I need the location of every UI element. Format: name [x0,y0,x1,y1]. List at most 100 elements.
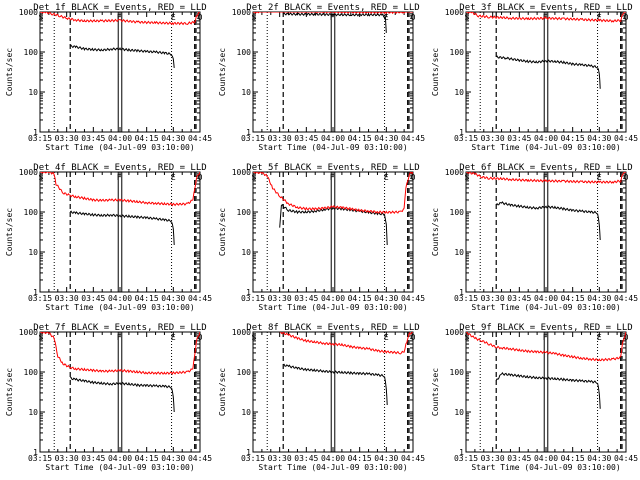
y-tick-label: 100 [450,208,465,217]
y-tick-label: 100 [237,48,252,57]
marker-e: E [171,333,176,342]
x-tick-label: 03:30 [481,134,505,143]
x-tick-label: 04:15 [135,454,159,463]
plot-frame [465,331,627,453]
time-markers [53,172,197,292]
y-axis-label: Counts/sec [5,208,14,256]
x-axis: 03:15 03:30 03:45 04:00 04:15 04:30 04:45 [241,332,425,463]
time-markers [479,172,623,292]
y-tick-label: 100 [24,48,39,57]
marker-o: O [624,333,629,342]
chart-title: Det 1f BLACK = Events, RED = LLD [33,3,206,13]
x-axis-label: Start Time (04-Jul-09 03:10:00) [471,303,620,312]
x-axis: 03:15 03:30 03:45 04:00 04:15 04:30 04:45 [454,172,638,303]
events-series-line [283,363,388,406]
series-group [253,12,413,33]
y-tick-label: 10 [28,408,38,417]
x-axis-label: Start Time (04-Jul-09 03:10:00) [471,463,620,472]
x-tick-label: 03:30 [268,134,292,143]
chart-title: Det 7f BLACK = Events, RED = LLD [33,323,206,333]
x-tick-label: 04:30 [161,134,185,143]
x-tick-label: 04:00 [321,134,345,143]
x-axis-label: Start Time (04-Jul-09 03:10:00) [45,303,194,312]
series-group [466,332,626,409]
x-tick-label: 03:15 [241,454,265,463]
lld-series-line [466,172,626,184]
x-tick-label: 04:00 [534,134,558,143]
y-axis-label: Counts/sec [218,48,227,96]
x-tick-label: 04:30 [374,134,398,143]
y-axis: 1 10 100 1000 [19,168,200,297]
marker-e: E [597,13,602,22]
x-tick-label: 03:15 [241,294,265,303]
x-tick-label: 04:00 [108,454,132,463]
x-tick-label: 04:45 [188,294,212,303]
x-tick-label: 03:15 [28,454,52,463]
x-tick-label: 04:30 [374,454,398,463]
series-group [253,172,413,246]
marker-s: S [251,333,256,342]
x-tick-label: 03:30 [268,294,292,303]
y-tick-label: 1000 [445,8,464,17]
x-tick-label: 03:45 [81,294,105,303]
chart-panel-5: Det 5f BLACK = Events, RED = LLD 1 10 100 10… [218,163,425,312]
x-axis: 03:15 03:30 03:45 04:00 04:15 04:30 04:45 [241,12,425,143]
events-series-line [495,372,601,409]
x-tick-label: 04:45 [401,454,425,463]
time-markers [266,172,410,292]
x-axis-label: Start Time (04-Jul-09 03:10:00) [45,143,194,152]
x-tick-label: 04:45 [614,294,638,303]
x-tick-label: 03:30 [481,294,505,303]
lld-series-line [466,332,626,362]
y-tick-label: 1000 [232,328,251,337]
lld-series-line [466,12,626,23]
plot-frame [39,171,201,293]
chart-title: Det 9f BLACK = Events, RED = LLD [459,323,632,333]
x-tick-label: 03:45 [507,294,531,303]
chart-title: Det 3f BLACK = Events, RED = LLD [459,3,632,13]
events-series-line [70,376,175,413]
marker-e: E [597,173,602,182]
x-tick-label: 03:45 [81,454,105,463]
time-markers [266,332,410,452]
y-tick-label: 1000 [19,168,38,177]
x-tick-label: 04:00 [108,294,132,303]
y-tick-label: 1 [459,448,464,457]
y-tick-label: 100 [237,208,252,217]
y-tick-label: 10 [454,88,464,97]
marker-e: E [171,173,176,182]
x-axis: 03:15 03:30 03:45 04:00 04:15 04:30 04:45 [454,332,638,463]
chart-title: Det 4f BLACK = Events, RED = LLD [33,163,206,173]
marker-f: F [330,13,335,22]
plot-frame [39,11,201,133]
chart-panel-8: Det 8f BLACK = Events, RED = LLD 1 10 100 10… [218,323,425,472]
marker-f: F [117,13,122,22]
x-tick-label: 03:30 [55,134,79,143]
series-group [40,12,200,68]
marker-s: S [38,13,43,22]
x-tick-label: 04:45 [188,134,212,143]
marker-e: E [384,333,389,342]
events-series-line [69,210,175,246]
y-tick-label: 1 [33,288,38,297]
series-group [466,12,626,89]
y-tick-label: 1 [246,288,251,297]
x-tick-label: 04:00 [534,454,558,463]
series-group [466,172,626,241]
y-tick-label: 10 [454,248,464,257]
events-series-line [495,201,601,241]
x-tick-label: 03:45 [507,454,531,463]
y-tick-label: 100 [24,368,39,377]
x-axis-label: Start Time (04-Jul-09 03:10:00) [258,303,407,312]
x-tick-label: 04:45 [614,454,638,463]
y-tick-label: 100 [450,368,465,377]
x-axis: 03:15 03:30 03:45 04:00 04:15 04:30 04:45 [241,172,425,303]
marker-o: O [411,13,416,22]
y-tick-label: 1000 [445,168,464,177]
y-tick-label: 1 [33,448,38,457]
marker-s: S [251,13,256,22]
time-markers [53,12,197,132]
x-tick-label: 04:45 [401,294,425,303]
